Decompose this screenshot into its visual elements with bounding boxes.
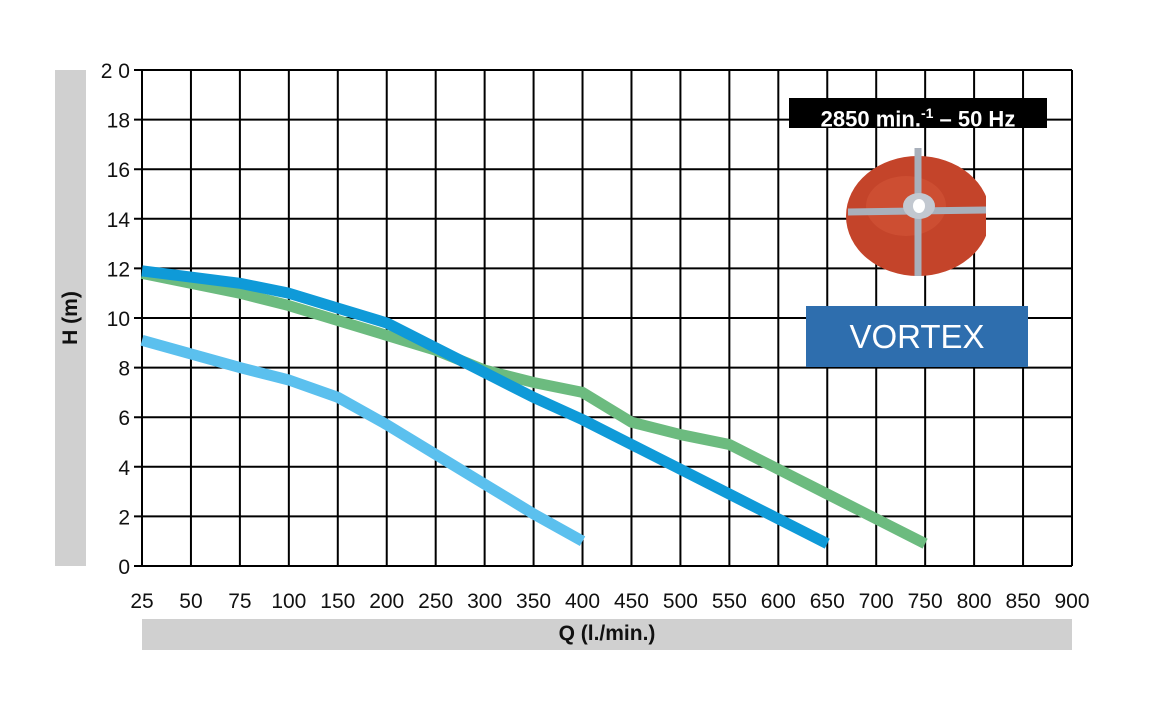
y-tick-label: 14 [107, 209, 131, 232]
x-tick-label: 500 [663, 590, 698, 613]
vortex-label: VORTEX [806, 306, 1028, 367]
x-tick-label: 450 [614, 590, 649, 613]
x-tick-label: 800 [957, 590, 992, 613]
x-axis-bar: Q (l./min.) [142, 619, 1072, 650]
x-tick-label: 850 [1006, 590, 1041, 613]
y-tick-label: 2 0 [101, 60, 130, 83]
x-tick-label: 50 [179, 590, 202, 613]
x-tick-label: 150 [320, 590, 355, 613]
x-tick-label: 750 [908, 590, 943, 613]
speed-main: 2850 min. [820, 106, 921, 132]
vortex-impeller-image [846, 148, 986, 276]
y-tick-label: 2 [118, 506, 130, 529]
speed-sup: -1 [920, 105, 934, 121]
y-tick-label: 12 [107, 258, 130, 281]
x-tick-label: 900 [1054, 590, 1089, 613]
speed-rest: – 50 Hz [933, 106, 1016, 132]
x-tick-label: 200 [369, 590, 404, 613]
y-axis-bar [55, 70, 86, 566]
y-tick-label: 18 [107, 110, 130, 133]
y-tick-label: 4 [118, 457, 130, 480]
x-axis-label: Q (l./min.) [558, 622, 656, 645]
x-tick-label: 100 [271, 590, 306, 613]
y-axis-label: H (m) [59, 291, 82, 345]
x-tick-label: 600 [761, 590, 796, 613]
x-tick-label: 75 [228, 590, 251, 613]
x-tick-label: 650 [810, 590, 845, 613]
x-tick-label: 700 [859, 590, 894, 613]
x-tick-label: 250 [418, 590, 453, 613]
y-tick-label: 8 [118, 358, 130, 381]
x-tick-label: 25 [130, 590, 153, 613]
y-tick-label: 10 [107, 308, 130, 331]
x-tick-label: 400 [565, 590, 600, 613]
speed-annotation: 2850 min.-1 – 50 Hz [789, 98, 1047, 132]
y-tick-label: 0 [118, 556, 130, 579]
y-tick-label: 16 [107, 159, 130, 182]
x-tick-label: 300 [467, 590, 502, 613]
green-curve [140, 267, 928, 549]
y-tick-label: 6 [118, 407, 130, 430]
x-tick-label: 350 [516, 590, 551, 613]
x-tick-label: 550 [712, 590, 747, 613]
blue-curve [141, 265, 830, 549]
